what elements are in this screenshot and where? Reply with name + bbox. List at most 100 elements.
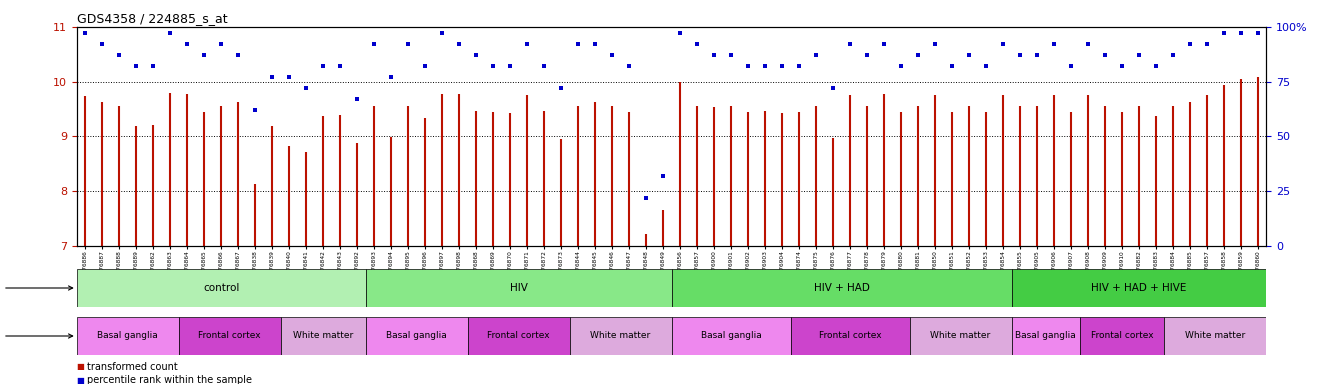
Bar <box>366 317 468 355</box>
Point <box>415 63 436 70</box>
Point <box>431 30 452 36</box>
Bar <box>366 269 672 307</box>
Point <box>1179 41 1200 48</box>
Point <box>874 41 895 48</box>
Text: transformed count: transformed count <box>87 362 178 372</box>
Bar <box>77 317 178 355</box>
Point <box>500 63 521 70</box>
Text: HIV + HAD + HIVE: HIV + HAD + HIVE <box>1091 283 1187 293</box>
Point <box>227 52 249 58</box>
Point <box>245 107 266 113</box>
Bar <box>77 269 366 307</box>
Text: Frontal cortex: Frontal cortex <box>198 331 260 341</box>
Point <box>1112 63 1133 70</box>
Point <box>1095 52 1116 58</box>
Point <box>1231 30 1252 36</box>
Point <box>636 195 657 201</box>
Text: White matter: White matter <box>293 331 353 341</box>
Text: Frontal cortex: Frontal cortex <box>488 331 550 341</box>
Bar <box>1011 269 1266 307</box>
Text: Basal ganglia: Basal ganglia <box>98 331 159 341</box>
Point <box>108 52 130 58</box>
Text: White matter: White matter <box>1186 331 1245 341</box>
Point <box>1060 63 1081 70</box>
Point <box>465 52 486 58</box>
Text: Basal ganglia: Basal ganglia <box>386 331 447 341</box>
Point <box>857 52 878 58</box>
Point <box>210 41 231 48</box>
Point <box>703 52 724 58</box>
Point <box>788 63 809 70</box>
Point <box>1010 52 1031 58</box>
Point <box>602 52 623 58</box>
Text: percentile rank within the sample: percentile rank within the sample <box>87 375 253 384</box>
Point <box>1129 52 1150 58</box>
Point <box>262 74 283 80</box>
Point <box>534 63 555 70</box>
Bar <box>570 317 672 355</box>
Point <box>1196 41 1218 48</box>
Point <box>517 41 538 48</box>
Point <box>364 41 385 48</box>
Text: HIV: HIV <box>510 283 527 293</box>
Text: HIV + HAD: HIV + HAD <box>813 283 870 293</box>
Point <box>1043 41 1064 48</box>
Point <box>1145 63 1166 70</box>
Point <box>619 63 640 70</box>
Point <box>686 41 707 48</box>
Bar <box>1080 317 1165 355</box>
Point <box>653 173 674 179</box>
Text: ■: ■ <box>77 362 85 371</box>
Point <box>772 63 793 70</box>
Point <box>312 63 333 70</box>
Text: GDS4358 / 224885_s_at: GDS4358 / 224885_s_at <box>77 12 227 25</box>
Point <box>91 41 112 48</box>
Point <box>1077 41 1099 48</box>
Text: Basal ganglia: Basal ganglia <box>1015 331 1076 341</box>
Point <box>839 41 861 48</box>
Point <box>941 63 962 70</box>
Text: Frontal cortex: Frontal cortex <box>818 331 882 341</box>
Point <box>1162 52 1183 58</box>
Point <box>398 41 419 48</box>
Point <box>907 52 928 58</box>
Point <box>1026 52 1047 58</box>
Point <box>74 30 95 36</box>
Bar <box>672 269 1011 307</box>
Point <box>993 41 1014 48</box>
Point <box>738 63 759 70</box>
Text: disease state: disease state <box>0 283 73 293</box>
Point <box>958 52 980 58</box>
Point <box>924 41 945 48</box>
Point <box>755 63 776 70</box>
Text: ■: ■ <box>77 376 85 384</box>
Point <box>143 63 164 70</box>
Bar <box>791 317 910 355</box>
Point <box>1248 30 1269 36</box>
Point <box>567 41 588 48</box>
Point <box>296 85 317 91</box>
Bar <box>178 317 280 355</box>
Point <box>193 52 214 58</box>
Bar <box>910 317 1011 355</box>
Point <box>381 74 402 80</box>
Point <box>584 41 605 48</box>
Point <box>669 30 690 36</box>
Point <box>346 96 368 102</box>
Text: Frontal cortex: Frontal cortex <box>1091 331 1153 341</box>
Text: White matter: White matter <box>591 331 650 341</box>
Point <box>448 41 469 48</box>
Point <box>720 52 742 58</box>
Point <box>126 63 147 70</box>
Point <box>1214 30 1235 36</box>
Text: tissue: tissue <box>0 331 73 341</box>
Text: White matter: White matter <box>931 331 990 341</box>
Text: control: control <box>204 283 239 293</box>
Bar <box>468 317 570 355</box>
Point <box>483 63 504 70</box>
Bar <box>1165 317 1266 355</box>
Point <box>822 85 843 91</box>
Point <box>177 41 198 48</box>
Point <box>805 52 826 58</box>
Bar <box>280 317 366 355</box>
